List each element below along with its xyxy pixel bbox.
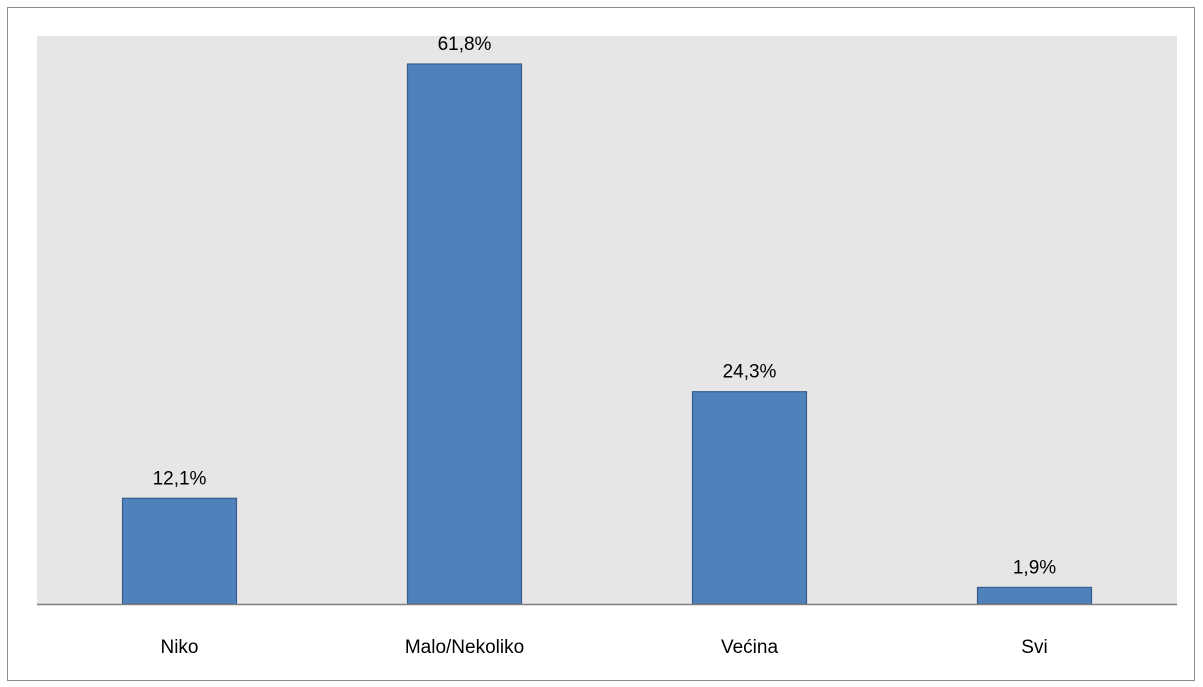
labels-group: 12,1% Niko 61,8% Malo/Nekoliko 24,3% Većina 1,… — [153, 34, 1057, 658]
category-label-3: Svi — [1021, 637, 1047, 658]
bar-1 — [406, 63, 523, 605]
data-label-2: 24,3% — [723, 362, 777, 383]
bar-3 — [976, 586, 1093, 605]
category-label-0: Niko — [160, 637, 198, 658]
bar-2 — [691, 391, 808, 605]
category-label-1: Malo/Nekoliko — [405, 637, 524, 658]
bars-group — [121, 63, 1093, 605]
category-label-2: Većina — [721, 637, 778, 658]
data-label-1: 61,8% — [438, 34, 492, 55]
bar-0 — [121, 497, 238, 605]
data-label-3: 1,9% — [1013, 557, 1056, 578]
data-label-0: 12,1% — [153, 468, 207, 489]
